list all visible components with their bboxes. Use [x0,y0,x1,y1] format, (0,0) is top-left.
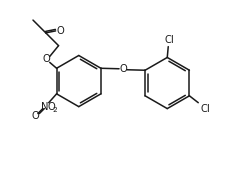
Text: Cl: Cl [164,35,174,45]
Text: O: O [119,64,127,74]
Text: Cl: Cl [200,104,210,114]
Text: O: O [43,54,51,64]
Text: N: N [41,102,48,112]
Text: 2: 2 [53,107,58,113]
Text: O: O [31,112,39,122]
Text: O: O [47,102,55,112]
Text: O: O [57,26,64,36]
